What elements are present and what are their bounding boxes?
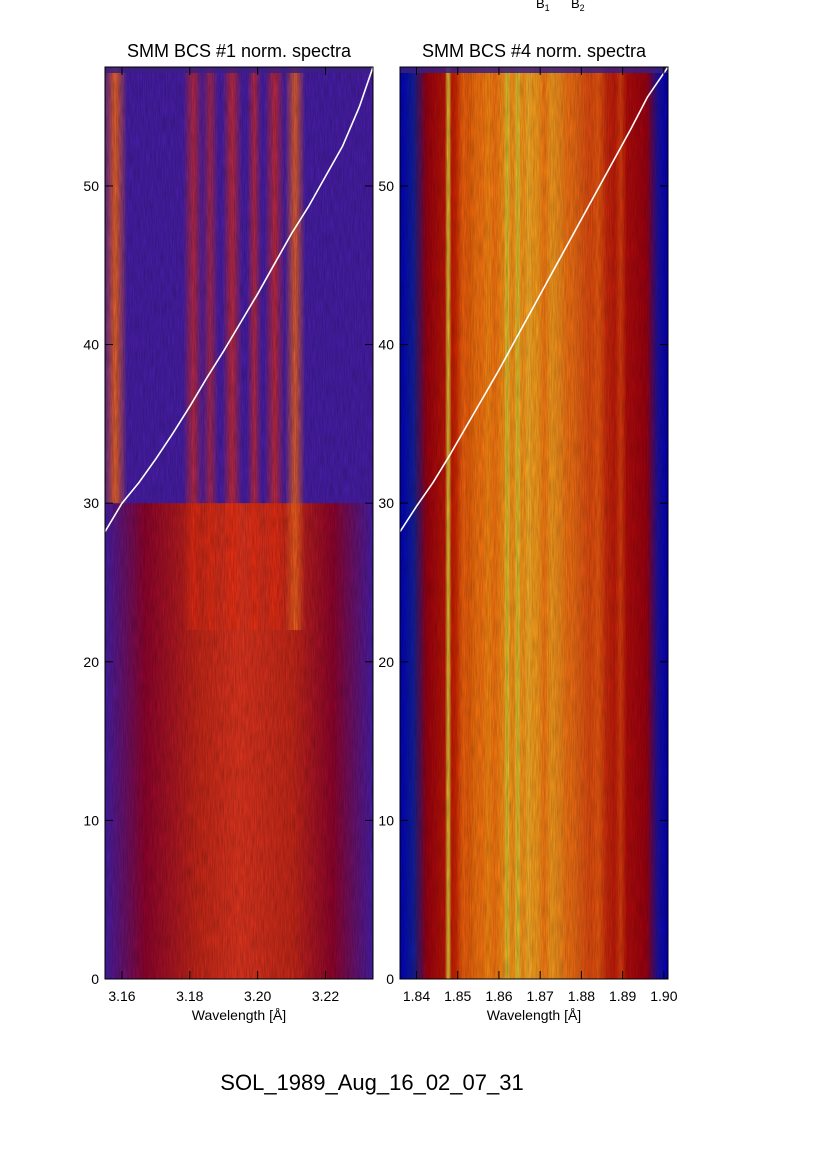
chart-panel-bcs4: SMM BCS #4 norm. spectra 1.84 1.85 1.86 1.8… (378, 41, 677, 1023)
heatmap-plot (399, 66, 669, 980)
y-tick-label: 40 (83, 337, 99, 353)
y-tick-label: 40 (378, 337, 394, 353)
figure-caption: SOL_1989_Aug_16_02_07_31 (220, 1070, 523, 1095)
x-tick-label: 1.84 (403, 988, 430, 1004)
x-tick-label: 3.20 (244, 988, 271, 1004)
x-tick-label: 1.90 (650, 988, 677, 1004)
x-tick-label: 3.22 (312, 988, 339, 1004)
y-tick-label: 50 (378, 178, 394, 194)
top-noise-strip (400, 67, 668, 73)
top-label-b2: B2 (571, 0, 585, 13)
axis-ticks: 1.84 1.85 1.86 1.87 1.88 1.89 1.90 0 10 20 30 40 50 (378, 67, 678, 1004)
y-tick-label: 20 (83, 654, 99, 670)
y-tick-label: 50 (83, 178, 99, 194)
chart-title: SMM BCS #1 norm. spectra (127, 41, 352, 61)
y-tick-label: 0 (91, 971, 99, 987)
top-noise-strip (105, 67, 373, 73)
plot-frame (399, 66, 669, 980)
y-tick-label: 0 (386, 971, 394, 987)
x-tick-label: 1.86 (485, 988, 512, 1004)
x-tick-label: 3.18 (176, 988, 203, 1004)
y-tick-label: 20 (378, 654, 394, 670)
chart-panel-bcs1: SMM BCS #1 norm. spectra 3.16 3.18 3.20 3.2… (83, 41, 374, 1023)
y-tick-label: 30 (378, 495, 394, 511)
y-tick-label: 30 (83, 495, 99, 511)
x-tick-label: 1.89 (609, 988, 636, 1004)
x-tick-label: 1.88 (568, 988, 595, 1004)
axis-ticks: 3.16 3.18 3.20 3.22 0 10 20 30 40 50 (83, 67, 373, 1004)
x-tick-label: 1.85 (444, 988, 471, 1004)
top-label-b1: B1 (536, 0, 550, 13)
x-axis-label: Wavelength [Å] (487, 1007, 581, 1023)
noise-texture (400, 67, 668, 979)
y-tick-label: 10 (83, 812, 99, 828)
x-tick-label: 3.16 (108, 988, 135, 1004)
overlay-curve (105, 67, 373, 533)
chart-title: SMM BCS #4 norm. spectra (422, 41, 647, 61)
y-tick-label: 10 (378, 812, 394, 828)
heatmap-plot (104, 66, 374, 980)
overlay-curve (400, 67, 668, 533)
x-axis-label: Wavelength [Å] (192, 1007, 286, 1023)
plot-frame (104, 66, 374, 980)
noise-texture (105, 67, 373, 979)
x-tick-label: 1.87 (527, 988, 554, 1004)
